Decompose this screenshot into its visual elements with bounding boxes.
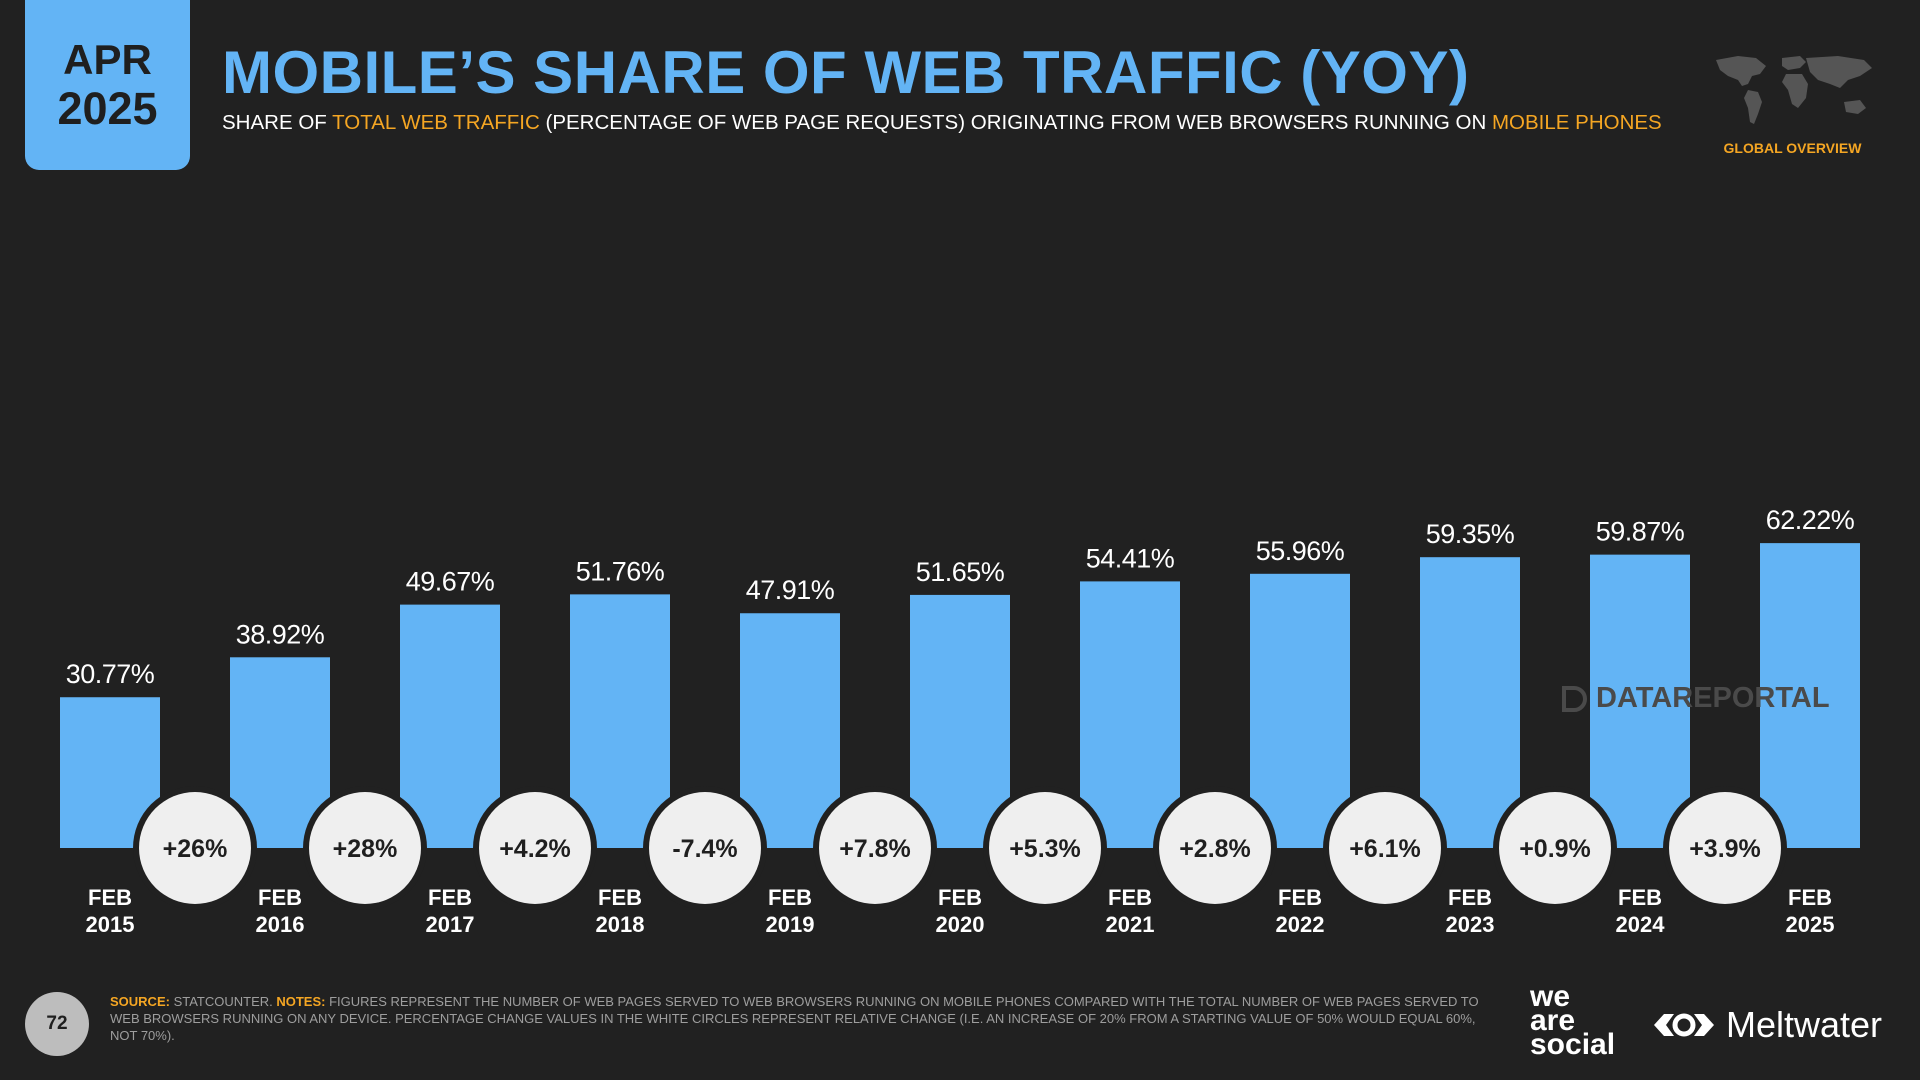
meltwater-icon [1654,1013,1714,1037]
source-label: SOURCE: [110,994,170,1009]
notes-label: NOTES: [276,994,326,1009]
subtitle-part: (PERCENTAGE OF WEB PAGE REQUESTS) ORIGIN… [539,111,1492,134]
change-circle [819,792,931,904]
x-tick-label-month: FEB [428,885,472,910]
x-tick-label-year: 2015 [86,912,135,937]
watermark-text: DATAREPORTAL [1596,682,1830,714]
logo-social: social [1530,1028,1616,1061]
x-tick-label-month: FEB [1788,885,1832,910]
subtitle-highlight: TOTAL WEB TRAFFIC [332,111,540,134]
watermark: DATAREPORTAL [1560,682,1830,715]
footnote: SOURCE: STATCOUNTER. NOTES: FIGURES REPR… [110,993,1490,1044]
badge-year: 2025 [57,83,158,134]
chart-bar [740,613,840,848]
x-tick-label-year: 2024 [1616,912,1666,937]
change-circle [479,792,591,904]
change-circle [139,792,251,904]
x-tick-label-month: FEB [1618,885,1662,910]
x-tick-label-year: 2016 [256,912,305,937]
change-circle [1499,792,1611,904]
data-label: 38.92% [236,619,325,649]
x-tick-label-year: 2025 [1786,912,1835,937]
chart-bar [1760,543,1860,848]
logo-are: are [1530,1004,1576,1037]
chart-bar [400,604,500,848]
data-label: 49.67% [406,567,495,597]
date-badge: APR 2025 [25,0,190,170]
change-label: +6.1% [1349,835,1421,863]
x-tick-label-month: FEB [1278,885,1322,910]
page-title: MOBILE’S SHARE OF WEB TRAFFIC (YOY) [222,39,1470,106]
data-label: 59.35% [1426,519,1515,549]
subtitle-part: SHARE OF [222,111,333,134]
change-label: -7.4% [672,835,737,863]
data-label: 55.96% [1256,536,1345,566]
change-label: +28% [333,835,398,863]
change-label: +26% [163,835,228,863]
change-circle [989,792,1101,904]
datareportal-icon [1562,685,1587,712]
chart-bar [910,594,1010,848]
x-tick-label-month: FEB [88,885,132,910]
data-label: 47.91% [746,575,835,605]
region-label: GLOBAL OVERVIEW [1723,140,1862,156]
x-tick-label-year: 2017 [426,912,475,937]
meltwater-wordmark: Meltwater [1726,1004,1883,1045]
x-tick-label-month: FEB [1448,885,1492,910]
change-circle [649,792,761,904]
chart-bar [1420,557,1520,848]
x-tick-label-year: 2020 [936,912,985,937]
x-tick-label-year: 2019 [766,912,815,937]
change-label: +5.3% [1009,835,1081,863]
page-number: 72 [25,992,89,1056]
we-are-social-logo: we are social [1530,980,1616,1061]
data-label: 62.22% [1766,505,1855,535]
data-label: 54.41% [1086,543,1175,573]
meltwater-logo: Meltwater [1650,1004,1882,1046]
x-tick-label-year: 2022 [1276,912,1325,937]
x-tick-label-month: FEB [768,885,812,910]
source-text: STATCOUNTER. [169,994,277,1009]
subtitle-highlight: MOBILE PHONES [1491,111,1662,134]
notes-text: FIGURES REPRESENT THE NUMBER OF WEB PAGE… [110,994,1479,1043]
x-tick-label-month: FEB [258,885,302,910]
change-label: +3.9% [1689,835,1761,863]
change-circle [1669,792,1781,904]
data-label: 59.87% [1596,517,1685,547]
chart-bar [1250,573,1350,848]
change-label: +4.2% [499,835,571,863]
data-label: 51.76% [576,556,665,586]
x-tick-label-month: FEB [598,885,642,910]
page-subtitle: SHARE OF TOTAL WEB TRAFFIC (PERCENTAGE O… [222,111,1662,135]
x-tick-label-year: 2018 [596,912,645,937]
change-circle [309,792,421,904]
change-circle [1329,792,1441,904]
x-tick-label-year: 2023 [1446,912,1495,937]
chart-bar [1080,581,1180,848]
change-label: +2.8% [1179,835,1251,863]
x-tick-label-month: FEB [938,885,982,910]
data-label: 30.77% [66,659,155,689]
change-label: +0.9% [1519,835,1591,863]
chart-bar [1590,554,1690,848]
data-label: 51.65% [916,557,1005,587]
chart-bar [570,594,670,848]
badge-month: APR [63,36,152,83]
x-tick-label-year: 2021 [1106,912,1155,937]
logo-we: we [1530,980,1571,1013]
change-label: +7.8% [839,835,911,863]
world-map-icon [1716,56,1872,124]
x-tick-label-month: FEB [1108,885,1152,910]
change-circle [1159,792,1271,904]
